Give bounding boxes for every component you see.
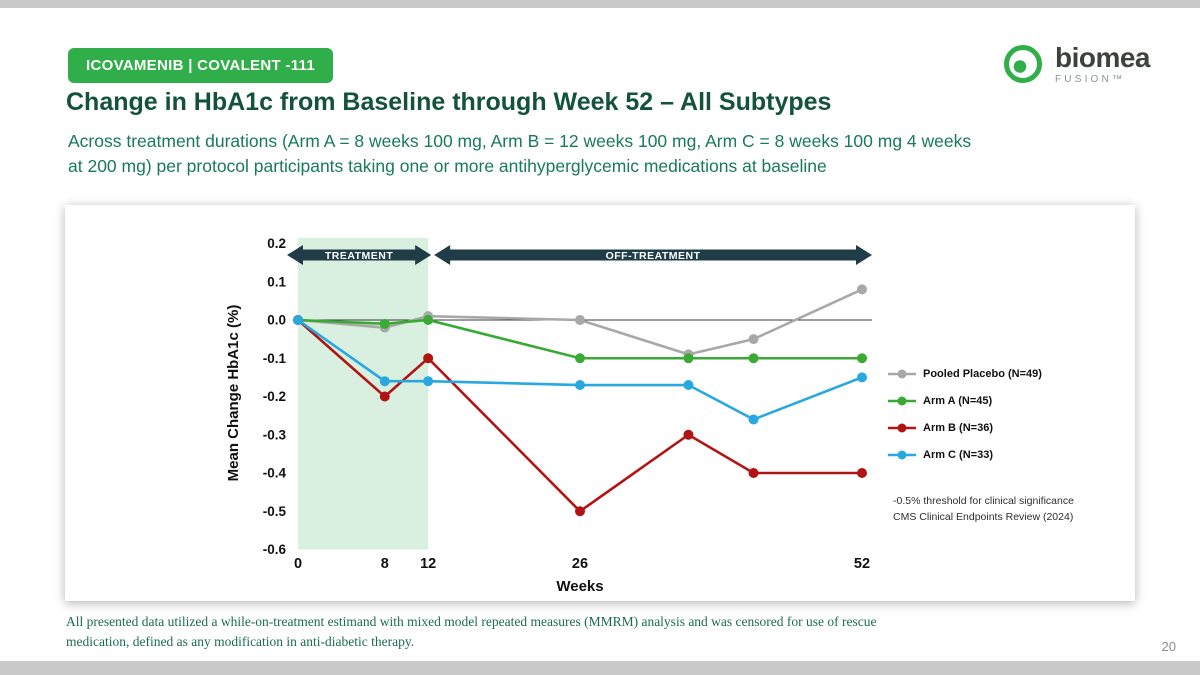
legend-marker (888, 450, 916, 460)
chart-legend: Pooled Placebo (N=49) Arm A (N=45) Arm B (… (887, 368, 1042, 461)
data-point (748, 414, 759, 425)
slide: ICOVAMENIB | COVALENT -111 biomea FUSION… (0, 8, 1200, 661)
x-tick-label: 8 (381, 556, 389, 572)
data-point (683, 429, 694, 440)
data-point (857, 353, 867, 364)
x-axis-label: Weeks (556, 578, 603, 595)
subtitle-line2: at 200 mg) per protocol participants tak… (68, 155, 827, 176)
footnote-line1: All presented data utilized a while-on-t… (66, 614, 877, 629)
data-point (857, 284, 867, 295)
data-point (423, 353, 434, 364)
x-tick-label: 0 (294, 556, 302, 572)
treatment-region (298, 238, 429, 550)
data-point (857, 468, 867, 478)
legend-marker (888, 423, 916, 433)
legend-item: Arm A (N=45) (887, 395, 1042, 407)
legend-marker (888, 396, 916, 406)
legend-label: Arm C (N=33) (923, 449, 993, 461)
data-point (423, 376, 434, 387)
y-tick-label: -0.5 (263, 504, 287, 519)
threshold-note: -0.5% threshold for clinical significanc… (893, 493, 1074, 526)
data-point (575, 380, 585, 391)
data-point (379, 376, 390, 387)
logo-wordmark: biomea (1054, 41, 1151, 73)
y-tick-label: -0.1 (263, 351, 287, 366)
y-tick-label: -0.3 (263, 427, 287, 442)
legend-label: Arm B (N=36) (923, 422, 993, 434)
axes: 0.2 0.1 0.0 -0.1 -0.2 -0.3 -0.4 -0.5 -0.6 0 8 12 26 5… (263, 236, 872, 572)
treatment-arrow (287, 245, 432, 265)
legend-item: Arm C (N=33) (887, 449, 1042, 461)
data-point (379, 318, 390, 329)
subtitle-line1: Across treatment durations (Arm A = 8 we… (68, 131, 972, 151)
slide-title: Change in HbA1c from Baseline through We… (66, 88, 832, 116)
data-point (575, 353, 585, 364)
x-tick-label: 26 (572, 556, 588, 572)
y-tick-label: -0.6 (263, 542, 287, 557)
study-badge: ICOVAMENIB | COVALENT -111 (68, 48, 333, 83)
legend-item: Arm B (N=36) (887, 422, 1042, 434)
threshold-note-line2: CMS Clinical Endpoints Review (2024) (893, 511, 1074, 524)
y-tick-label: 0.0 (267, 313, 286, 328)
biomea-logo-icon (1003, 45, 1042, 83)
y-tick-label: -0.2 (263, 389, 286, 404)
y-tick-label: -0.4 (263, 466, 287, 481)
chart-panel: 0.2 0.1 0.0 -0.1 -0.2 -0.3 -0.4 -0.5 -0.6 0 8 12 26 5… (65, 205, 1135, 601)
data-point (575, 506, 585, 517)
off-treatment-arrow (434, 245, 872, 265)
x-tick-label: 12 (420, 556, 436, 572)
legend-label: Arm A (N=45) (923, 395, 993, 407)
y-tick-label: 0.1 (267, 274, 286, 289)
footnote-line2: medication, defined as any modification … (66, 634, 415, 650)
data-point (748, 468, 759, 478)
hba1c-chart: 0.2 0.1 0.0 -0.1 -0.2 -0.3 -0.4 -0.5 -0.6 0 8 12 26 5… (225, 236, 872, 595)
threshold-note-line1: -0.5% threshold for clinical significanc… (893, 495, 1074, 507)
data-point (857, 372, 867, 383)
biomea-logo: biomea FUSION™ (1000, 41, 1151, 87)
legend-item: Pooled Placebo (N=49) (887, 368, 1042, 380)
data-point (293, 315, 303, 325)
data-point (748, 353, 759, 364)
logo-text: biomea FUSION™ (1054, 41, 1151, 85)
arrow-label: OFF-TREATMENT (606, 250, 701, 262)
shaded-regions (298, 238, 429, 550)
arrow-label: TREATMENT (325, 250, 394, 262)
slide-subtitle: Across treatment durations (Arm A = 8 we… (68, 129, 971, 179)
y-tick-label: 0.2 (267, 236, 286, 251)
footnote: All presented data utilized a while-on-t… (66, 612, 896, 653)
page-number: 20 (1161, 639, 1176, 654)
y-axis-label: Mean Change HbA1c (%) (225, 305, 242, 482)
data-point (748, 334, 759, 345)
data-point (575, 315, 585, 325)
data-point (423, 315, 434, 325)
data-point (683, 353, 694, 364)
legend-label: Pooled Placebo (N=49) (923, 368, 1042, 380)
x-tick-label: 52 (854, 556, 870, 572)
phase-arrows: TREATMENT OFF-TREATMENT (287, 245, 872, 265)
data-point (379, 391, 390, 402)
legend-marker (888, 369, 916, 379)
data-series (293, 284, 867, 517)
logo-tagline: FUSION™ (1054, 73, 1126, 85)
data-point (683, 380, 694, 391)
